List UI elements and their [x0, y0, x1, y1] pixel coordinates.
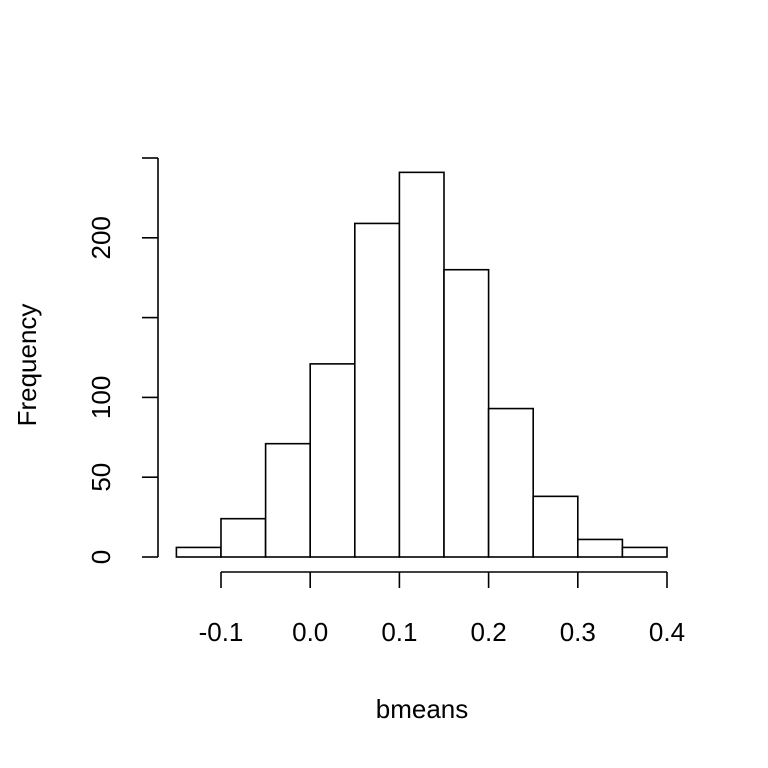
y-tick-label-2: 100 [86, 376, 116, 419]
histogram-bars [175, 171, 668, 558]
histogram-bar-3 [309, 363, 356, 558]
x-axis-title: bmeans [376, 694, 469, 724]
y-axis: 0 50 100 200 [86, 157, 159, 564]
y-tick-label-4: 200 [86, 216, 116, 259]
histogram-bar-2 [264, 442, 312, 558]
histogram-bar-1 [220, 517, 267, 558]
y-tick-label-0: 0 [86, 550, 116, 564]
x-tick-label-4: 0.3 [560, 617, 596, 647]
histogram-bar-6 [443, 268, 490, 558]
histogram-bar-10 [621, 546, 668, 558]
y-tick-label-1: 50 [86, 463, 116, 492]
y-axis-title: Frequency [12, 304, 42, 427]
x-tick-label-0: -0.1 [199, 617, 244, 647]
x-axis: -0.1 0.0 0.1 0.2 0.3 0.4 [199, 571, 685, 647]
x-tick-label-2: 0.1 [381, 617, 417, 647]
x-tick-label-5: 0.4 [649, 617, 685, 647]
histogram-bar-8 [532, 495, 579, 558]
x-tick-label-1: 0.0 [292, 617, 328, 647]
histogram-bar-7 [487, 407, 535, 558]
histogram-bar-4 [353, 222, 401, 558]
histogram-bar-9 [576, 538, 624, 558]
histogram-bar-5 [398, 171, 445, 558]
histogram-bar-0 [175, 546, 222, 558]
x-tick-label-3: 0.2 [471, 617, 507, 647]
